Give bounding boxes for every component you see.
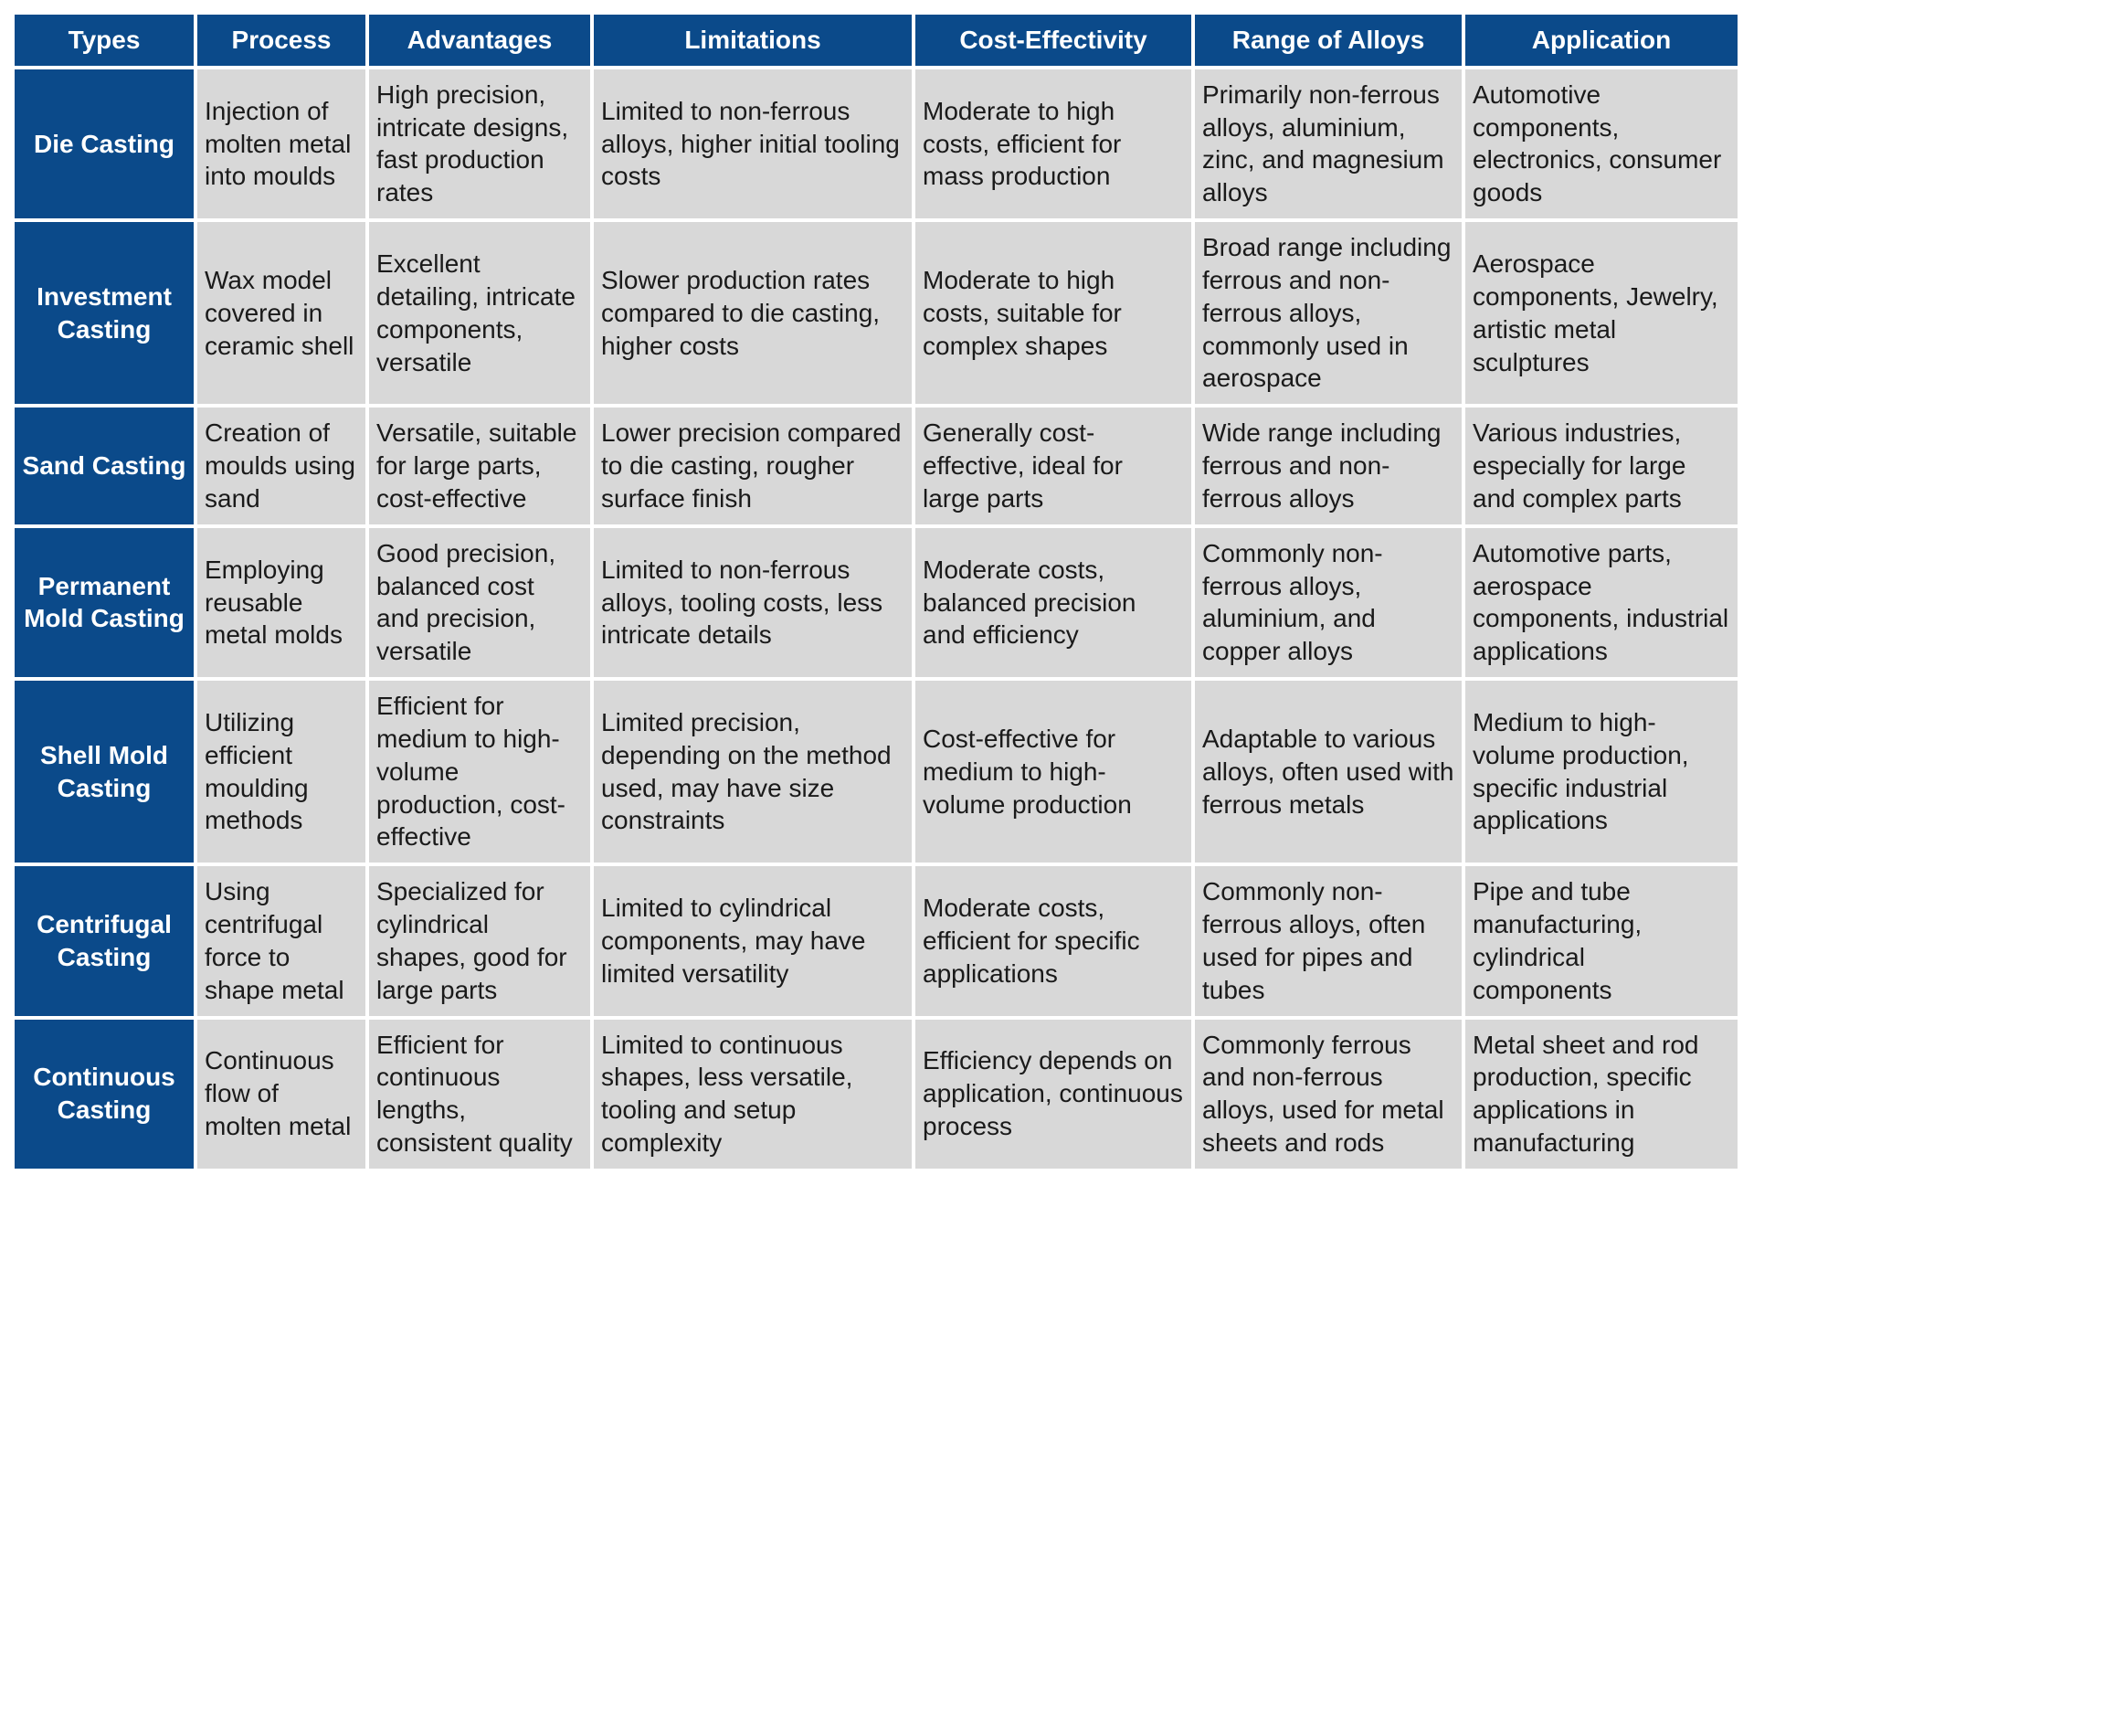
col-header-advantages: Advantages <box>367 13 592 68</box>
cell-cost: Moderate costs, efficient for specific a… <box>914 864 1193 1017</box>
table-header-row: Types Process Advantages Limitations Cos… <box>13 13 2100 68</box>
cell-limitations: Limited to continuous shapes, less versa… <box>592 1018 914 1170</box>
cell-process: Utilizing efficient moulding methods <box>195 679 367 864</box>
table-row: Shell Mold Casting Utilizing efficient m… <box>13 679 2100 864</box>
row-type: Sand Casting <box>13 406 195 525</box>
cell-alloys: Commonly non-ferrous alloys, aluminium, … <box>1193 526 1463 679</box>
col-header-application: Application <box>1463 13 1739 68</box>
table-row: Investment Casting Wax model covered in … <box>13 220 2100 406</box>
table-row: Continuous Casting Continuous flow of mo… <box>13 1018 2100 1170</box>
cell-application: Various industries, especially for large… <box>1463 406 1739 525</box>
cell-process: Creation of moulds using sand <box>195 406 367 525</box>
cell-process: Continuous flow of molten metal <box>195 1018 367 1170</box>
cell-cost: Moderate to high costs, suitable for com… <box>914 220 1193 406</box>
col-header-process: Process <box>195 13 367 68</box>
cell-limitations: Lower precision compared to die casting,… <box>592 406 914 525</box>
cell-process: Injection of molten metal into moulds <box>195 68 367 220</box>
cell-limitations: Limited precision, depending on the meth… <box>592 679 914 864</box>
cell-alloys: Primarily non-ferrous alloys, aluminium,… <box>1193 68 1463 220</box>
row-type: Die Casting <box>13 68 195 220</box>
cell-advantages: High precision, intricate designs, fast … <box>367 68 592 220</box>
row-type: Centrifugal Casting <box>13 864 195 1017</box>
cell-advantages: Versatile, suitable for large parts, cos… <box>367 406 592 525</box>
table-row: Centrifugal Casting Using centrifugal fo… <box>13 864 2100 1017</box>
cell-limitations: Limited to non-ferrous alloys, tooling c… <box>592 526 914 679</box>
table-row: Die Casting Injection of molten metal in… <box>13 68 2100 220</box>
cell-application: Automotive parts, aerospace components, … <box>1463 526 1739 679</box>
cell-alloys: Commonly non-ferrous alloys, often used … <box>1193 864 1463 1017</box>
cell-application: Medium to high-volume production, specif… <box>1463 679 1739 864</box>
col-header-types: Types <box>13 13 195 68</box>
cell-application: Automotive components, electronics, cons… <box>1463 68 1739 220</box>
table-row: Sand Casting Creation of moulds using sa… <box>13 406 2100 525</box>
cell-cost: Moderate costs, balanced precision and e… <box>914 526 1193 679</box>
cell-cost: Moderate to high costs, efficient for ma… <box>914 68 1193 220</box>
cell-alloys: Wide range including ferrous and non-fer… <box>1193 406 1463 525</box>
table-row: Permanent Mold Casting Employing reusabl… <box>13 526 2100 679</box>
cell-application: Aerospace components, Jewelry, artistic … <box>1463 220 1739 406</box>
cell-cost: Generally cost-effective, ideal for larg… <box>914 406 1193 525</box>
cell-cost: Cost-effective for medium to high-volume… <box>914 679 1193 864</box>
cell-advantages: Specialized for cylindrical shapes, good… <box>367 864 592 1017</box>
cell-cost: Efficiency depends on application, conti… <box>914 1018 1193 1170</box>
col-header-limitations: Limitations <box>592 13 914 68</box>
cell-advantages: Efficient for medium to high-volume prod… <box>367 679 592 864</box>
row-type: Continuous Casting <box>13 1018 195 1170</box>
cell-alloys: Broad range including ferrous and non-fe… <box>1193 220 1463 406</box>
cell-alloys: Adaptable to various alloys, often used … <box>1193 679 1463 864</box>
cell-alloys: Commonly ferrous and non-ferrous alloys,… <box>1193 1018 1463 1170</box>
row-type: Investment Casting <box>13 220 195 406</box>
cell-application: Pipe and tube manufacturing, cylindrical… <box>1463 864 1739 1017</box>
cell-advantages: Efficient for continuous lengths, consis… <box>367 1018 592 1170</box>
cell-application: Metal sheet and rod production, specific… <box>1463 1018 1739 1170</box>
cell-advantages: Good precision, balanced cost and precis… <box>367 526 592 679</box>
cell-process: Using centrifugal force to shape metal <box>195 864 367 1017</box>
cell-limitations: Limited to cylindrical components, may h… <box>592 864 914 1017</box>
cell-limitations: Limited to non-ferrous alloys, higher in… <box>592 68 914 220</box>
cell-advantages: Excellent detailing, intricate component… <box>367 220 592 406</box>
row-type: Permanent Mold Casting <box>13 526 195 679</box>
cell-process: Wax model covered in ceramic shell <box>195 220 367 406</box>
cell-process: Employing reusable metal molds <box>195 526 367 679</box>
col-header-cost: Cost-Effectivity <box>914 13 1193 68</box>
cell-limitations: Slower production rates compared to die … <box>592 220 914 406</box>
casting-types-table: Types Process Advantages Limitations Cos… <box>11 11 2102 1172</box>
row-type: Shell Mold Casting <box>13 679 195 864</box>
col-header-alloys: Range of Alloys <box>1193 13 1463 68</box>
